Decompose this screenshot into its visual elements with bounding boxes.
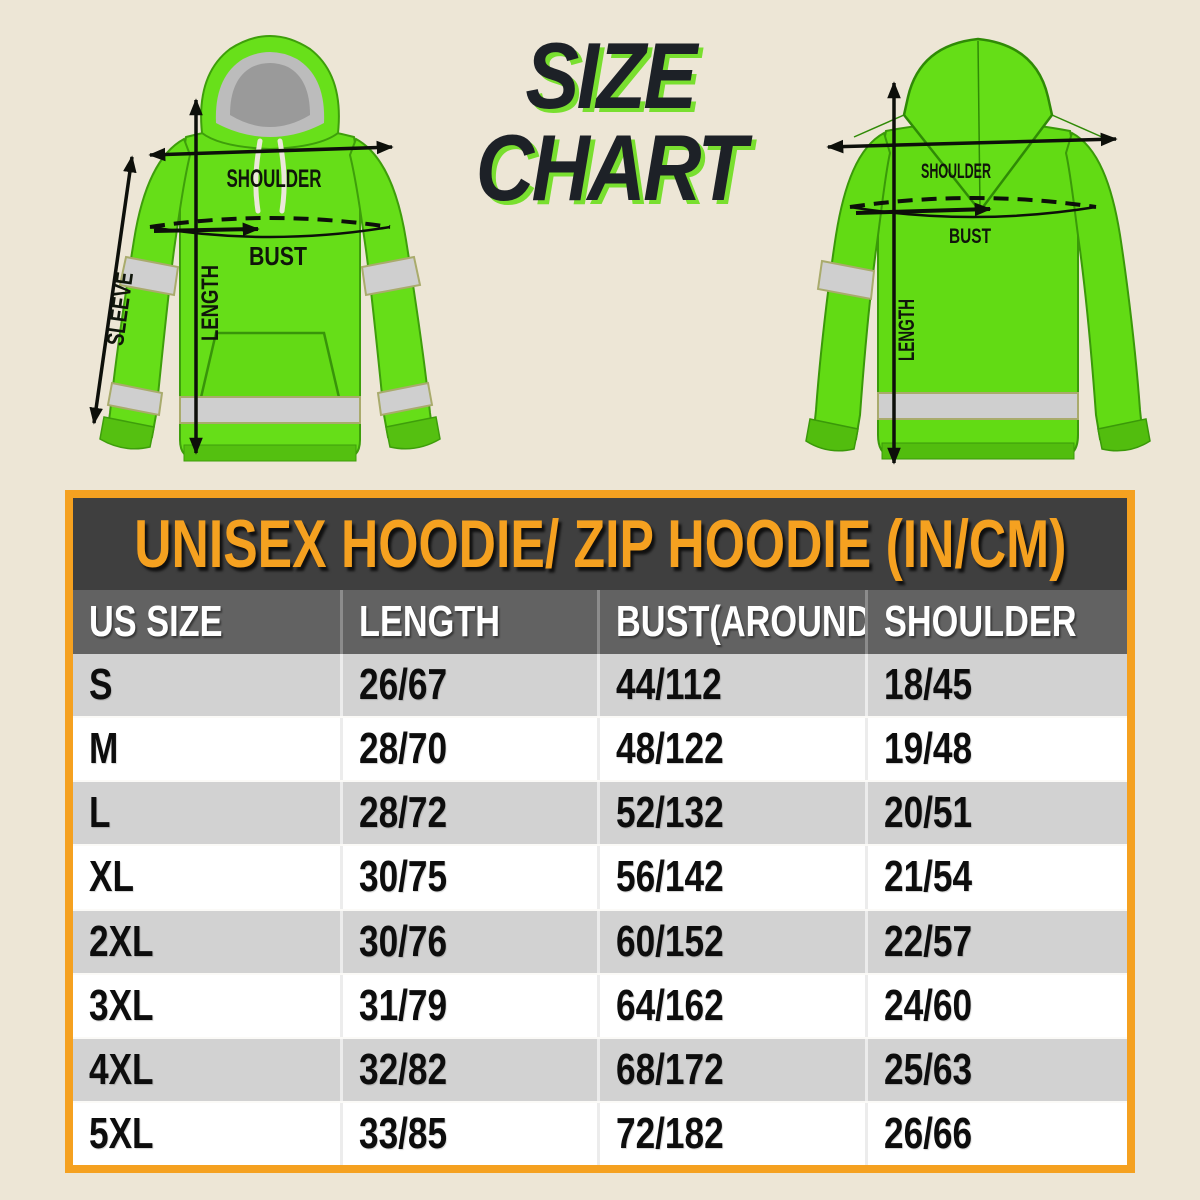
hoodie-back-garment bbox=[805, 37, 1151, 460]
size-label-cell: L bbox=[89, 788, 111, 838]
bust-cell: 56/142 bbox=[596, 846, 865, 909]
front-length-label: LENGTH bbox=[197, 265, 224, 341]
size-label-cell: S bbox=[89, 660, 113, 710]
size-label-cell: 5XL bbox=[89, 1108, 154, 1158]
front-bust-label: BUST bbox=[249, 241, 307, 271]
bust-cell: 48/122 bbox=[596, 718, 865, 781]
table-row-s: S 26/67 44/112 18/45 bbox=[73, 654, 1127, 717]
table-body: S 26/67 44/112 18/45 M 28/70 48/122 19/4… bbox=[73, 654, 1127, 1165]
table-row-3xl: 3XL 31/79 64/162 24/60 bbox=[73, 972, 1127, 1037]
bust-cell: 60/152 bbox=[596, 910, 865, 973]
back-hood bbox=[902, 37, 1054, 214]
size-table: UNISEX HOODIE/ ZIP HOODIE (IN/CM) US SIZ… bbox=[65, 490, 1135, 1173]
size-label-cell: XL bbox=[89, 852, 134, 902]
shoulder-cell: 18/45 bbox=[864, 654, 1127, 717]
table-row-xl: XL 30/75 56/142 21/54 bbox=[73, 844, 1127, 909]
hoodie-back-diagram: SHOULDER BUST LENGTH bbox=[805, 37, 1151, 465]
table-row-2xl: 2XL 30/76 60/152 22/57 bbox=[73, 908, 1127, 973]
bust-cell: 72/182 bbox=[596, 1102, 865, 1165]
length-cell: 28/72 bbox=[339, 782, 597, 845]
length-cell: 26/67 bbox=[339, 654, 597, 717]
length-cell: 30/76 bbox=[339, 910, 597, 973]
shoulder-cell: 20/51 bbox=[864, 782, 1127, 845]
size-chart-title: SIZE CHART bbox=[435, 23, 785, 221]
column-header-length: LENGTH bbox=[339, 590, 597, 654]
bust-cell: 52/132 bbox=[596, 782, 865, 845]
front-measure-arrows bbox=[89, 98, 394, 455]
bust-cell: 64/162 bbox=[596, 974, 865, 1037]
reflective-stripes-back bbox=[816, 259, 1079, 420]
front-shoulder-label: SHOULDER bbox=[227, 165, 322, 193]
column-header-bust: BUST(AROUND) bbox=[596, 590, 865, 654]
table-header-row: US SIZE LENGTH BUST(AROUND) SHOULDER bbox=[73, 590, 1127, 654]
shoulder-cell: 22/57 bbox=[864, 910, 1127, 973]
size-label-cell: 4XL bbox=[89, 1044, 154, 1094]
title-line-2: CHART bbox=[475, 115, 747, 221]
table-row-m: M 28/70 48/122 19/48 bbox=[73, 716, 1127, 781]
shoulder-cell: 24/60 bbox=[864, 974, 1127, 1037]
back-length-label: LENGTH bbox=[894, 299, 919, 361]
length-cell: 31/79 bbox=[339, 974, 597, 1037]
column-header-us-size: US SIZE bbox=[89, 597, 223, 646]
length-cell: 28/70 bbox=[339, 718, 597, 781]
bust-cell: 68/172 bbox=[596, 1038, 865, 1101]
title-line-1: SIZE bbox=[525, 23, 697, 128]
table-row-4xl: 4XL 32/82 68/172 25/63 bbox=[73, 1036, 1127, 1101]
length-cell: 32/82 bbox=[339, 1038, 597, 1101]
bust-cell: 44/112 bbox=[596, 654, 865, 717]
shoulder-cell: 25/63 bbox=[864, 1038, 1127, 1101]
size-table-title: UNISEX HOODIE/ ZIP HOODIE (IN/CM) bbox=[133, 506, 1067, 582]
size-label-cell: 2XL bbox=[89, 916, 154, 966]
size-label-cell: M bbox=[89, 724, 119, 774]
size-table-title-band: UNISEX HOODIE/ ZIP HOODIE (IN/CM) bbox=[73, 498, 1127, 590]
shoulder-cell: 26/66 bbox=[864, 1102, 1127, 1165]
back-bust-label: BUST bbox=[949, 225, 991, 248]
table-row-5xl: 5XL 33/85 72/182 26/66 bbox=[73, 1100, 1127, 1165]
table-row-l: L 28/72 52/132 20/51 bbox=[73, 780, 1127, 845]
hoodie-front-diagram: SHOULDER BUST SLEEVE LENGTH bbox=[89, 35, 441, 462]
shoulder-cell: 21/54 bbox=[864, 846, 1127, 909]
back-measure-arrows bbox=[826, 81, 1118, 465]
length-cell: 33/85 bbox=[339, 1102, 597, 1165]
size-label-cell: 3XL bbox=[89, 980, 154, 1030]
back-shoulder-label: SHOULDER bbox=[921, 160, 991, 183]
shoulder-cell: 19/48 bbox=[864, 718, 1127, 781]
column-header-shoulder: SHOULDER bbox=[864, 590, 1127, 654]
length-cell: 30/75 bbox=[339, 846, 597, 909]
